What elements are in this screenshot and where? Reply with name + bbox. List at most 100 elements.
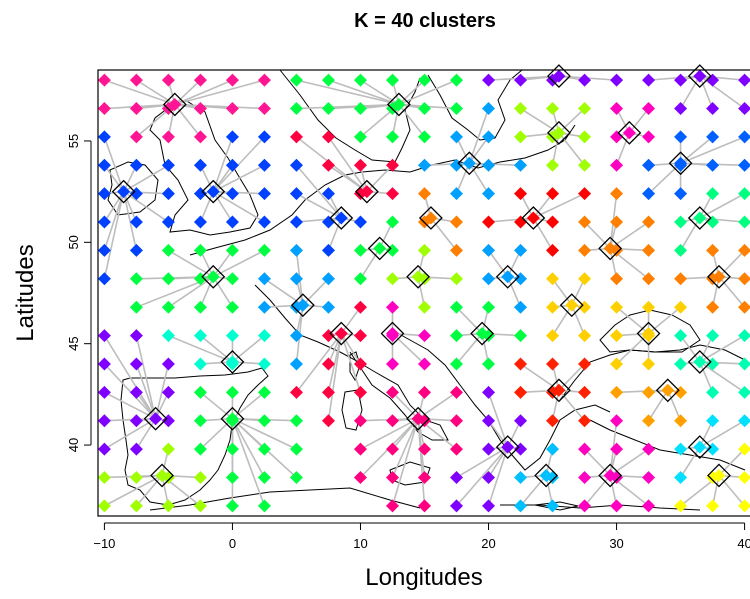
cluster-link	[212, 249, 265, 278]
cluster-link	[213, 190, 265, 195]
cluster-center-fill	[462, 156, 476, 170]
grid-point	[385, 73, 399, 87]
cluster-link	[468, 108, 490, 164]
cluster-link	[571, 304, 586, 336]
grid-point	[706, 158, 720, 172]
grid-point	[642, 102, 656, 116]
grid-point	[353, 442, 367, 456]
cluster-link	[327, 136, 368, 193]
grid-point	[546, 102, 560, 116]
cluster-link	[487, 446, 509, 507]
grid-point	[482, 187, 496, 201]
cluster-link	[424, 162, 470, 167]
grid-point	[482, 357, 496, 371]
cluster-link	[455, 333, 483, 365]
grid-point	[610, 215, 624, 229]
grid-point	[546, 442, 560, 456]
cluster-link	[680, 136, 745, 164]
grid-point	[257, 272, 271, 286]
grid-point	[161, 243, 175, 257]
grid-point	[97, 329, 111, 343]
grid-point	[418, 102, 431, 116]
grid-point	[706, 385, 720, 399]
grid-point	[514, 243, 528, 257]
grid-point	[514, 73, 528, 87]
grid-point	[674, 442, 688, 456]
x-tick-label: 30	[609, 536, 623, 551]
grid-point	[642, 414, 656, 428]
grid-point	[674, 414, 688, 428]
grid-point	[257, 414, 271, 428]
cluster-link	[123, 190, 169, 223]
cluster-center	[687, 435, 712, 459]
grid-point	[450, 414, 464, 428]
cluster-center-fill	[693, 69, 707, 83]
cluster-link	[391, 418, 419, 507]
grid-point	[129, 357, 143, 371]
grid-point	[514, 158, 528, 172]
cluster-link	[391, 418, 419, 450]
grid-point	[321, 272, 335, 286]
cluster-center	[470, 321, 495, 346]
coastline-britain	[149, 99, 259, 236]
cluster-link	[398, 103, 426, 138]
cluster-center	[598, 236, 623, 261]
cluster-link	[103, 335, 157, 420]
grid-point	[161, 300, 175, 314]
grid-point	[738, 329, 750, 343]
cluster-link	[327, 217, 343, 251]
grid-point	[129, 385, 143, 399]
grid-point	[225, 329, 239, 343]
grid-point	[353, 385, 367, 399]
cluster-link	[628, 108, 650, 134]
cluster-link	[199, 276, 214, 308]
x-tick-label: −10	[93, 536, 115, 551]
cluster-link	[468, 136, 490, 164]
grid-point	[450, 385, 464, 399]
grid-point	[257, 499, 271, 513]
cluster-center-fill	[712, 468, 726, 482]
grid-point	[674, 499, 688, 513]
grid-point	[546, 215, 560, 229]
y-axis: 40 45 50 55	[66, 134, 92, 452]
grid-point	[482, 215, 496, 229]
cluster-link	[231, 418, 266, 478]
cluster-link	[135, 363, 157, 419]
grid-point	[738, 243, 750, 257]
cluster-link	[679, 335, 701, 363]
cluster-center	[655, 378, 680, 403]
grid-point	[193, 215, 207, 229]
cluster-link	[667, 389, 682, 422]
grid-point	[642, 158, 656, 172]
grid-point	[257, 73, 271, 87]
cluster-center	[534, 463, 559, 488]
grid-point	[385, 385, 399, 399]
grid-point	[450, 442, 464, 456]
grid-point	[450, 329, 464, 343]
grid-point	[738, 385, 750, 399]
grid-point	[193, 73, 207, 87]
grid-point	[450, 187, 464, 201]
grid-point	[482, 470, 496, 484]
grid-point	[738, 215, 750, 229]
grid-point	[546, 300, 560, 314]
grid-point	[578, 470, 592, 484]
cluster-link	[231, 418, 266, 507]
cluster-link	[718, 448, 746, 477]
cluster-center-fill	[360, 185, 374, 199]
cluster-link	[122, 191, 138, 223]
grid-point	[514, 130, 528, 144]
cluster-center-fill	[642, 327, 656, 341]
grid-point	[321, 73, 335, 87]
cluster-center	[457, 151, 482, 176]
cluster-center-fill	[411, 412, 425, 426]
y-tick-label: 45	[66, 336, 81, 350]
cluster-link	[398, 79, 457, 106]
cluster-link	[551, 278, 573, 306]
cluster-link	[199, 250, 214, 278]
cluster-link	[718, 276, 746, 308]
grid-point	[418, 499, 431, 513]
cluster-link	[359, 247, 381, 280]
grid-point	[385, 357, 399, 371]
grid-point	[642, 385, 656, 399]
